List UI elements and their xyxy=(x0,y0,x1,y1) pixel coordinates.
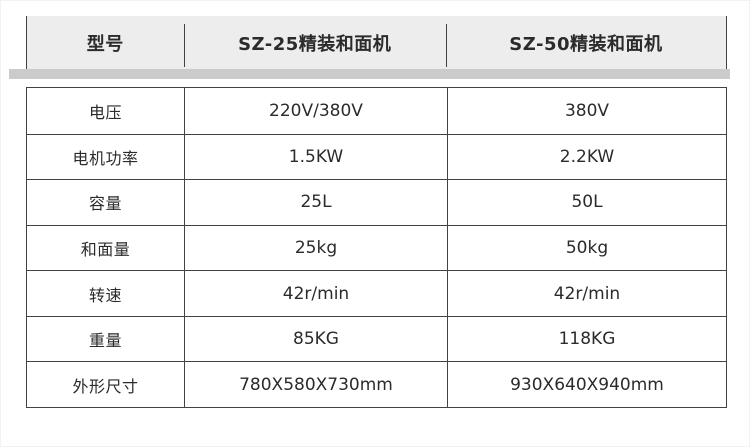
spec-value-sz50-cell: 930X640X940mm xyxy=(447,361,726,407)
spec-value-sz50-cell: 50kg xyxy=(447,224,726,271)
spec-label-cell: 重量 xyxy=(27,315,184,362)
header-cell-sz25: SZ-25精装和面机 xyxy=(183,16,446,69)
spec-table-header: 型号 SZ-25精装和面机 SZ-50精装和面机 xyxy=(26,16,727,69)
table-row: 和面量 25kg 50kg xyxy=(27,224,726,271)
spec-value-sz25-cell: 85KG xyxy=(184,315,447,362)
table-row: 转速 42r/min 42r/min xyxy=(27,270,726,316)
spec-table-body: 电压 220V/380V 380V 电机功率 1.5KW 2.2KW 容量 25… xyxy=(26,87,727,408)
spec-value-sz50-cell: 50L xyxy=(447,179,726,225)
spec-label-cell: 外形尺寸 xyxy=(27,361,184,407)
table-row: 重量 85KG 118KG xyxy=(27,315,726,362)
spec-value-sz25-cell: 25kg xyxy=(184,224,447,271)
spec-value-sz25-cell: 780X580X730mm xyxy=(184,361,447,407)
table-row: 电压 220V/380V 380V xyxy=(27,88,726,134)
spec-value-sz50-cell: 2.2KW xyxy=(447,133,726,180)
spec-label-cell: 容量 xyxy=(27,179,184,225)
spec-value-sz25-cell: 1.5KW xyxy=(184,133,447,180)
spec-label-cell: 电压 xyxy=(88,102,122,122)
header-cell-sz50: SZ-50精装和面机 xyxy=(445,16,726,69)
table-row: 容量 25L 50L xyxy=(27,179,726,225)
spec-value-sz25-cell: 25L xyxy=(184,179,447,225)
spec-value-sz50-cell: 42r/min xyxy=(447,270,726,316)
table-row: 电机功率 1.5KW 2.2KW xyxy=(27,133,726,180)
header-separator-bar xyxy=(9,69,730,79)
spec-value-sz50-cell: 118KG xyxy=(447,315,726,362)
spec-value-sz25-cell: 220V/380V xyxy=(184,88,447,134)
spec-value-sz25-cell: 42r/min xyxy=(184,270,447,316)
table-row: 外形尺寸 780X580X730mm 930X640X940mm xyxy=(27,361,726,407)
spec-label-cell: 转速 xyxy=(27,270,184,316)
spec-value-sz50-cell: 380V xyxy=(447,88,726,134)
header-cell-model: 型号 xyxy=(86,33,124,55)
spec-label-cell: 和面量 xyxy=(27,224,184,271)
spec-label-cell: 电机功率 xyxy=(27,133,184,180)
